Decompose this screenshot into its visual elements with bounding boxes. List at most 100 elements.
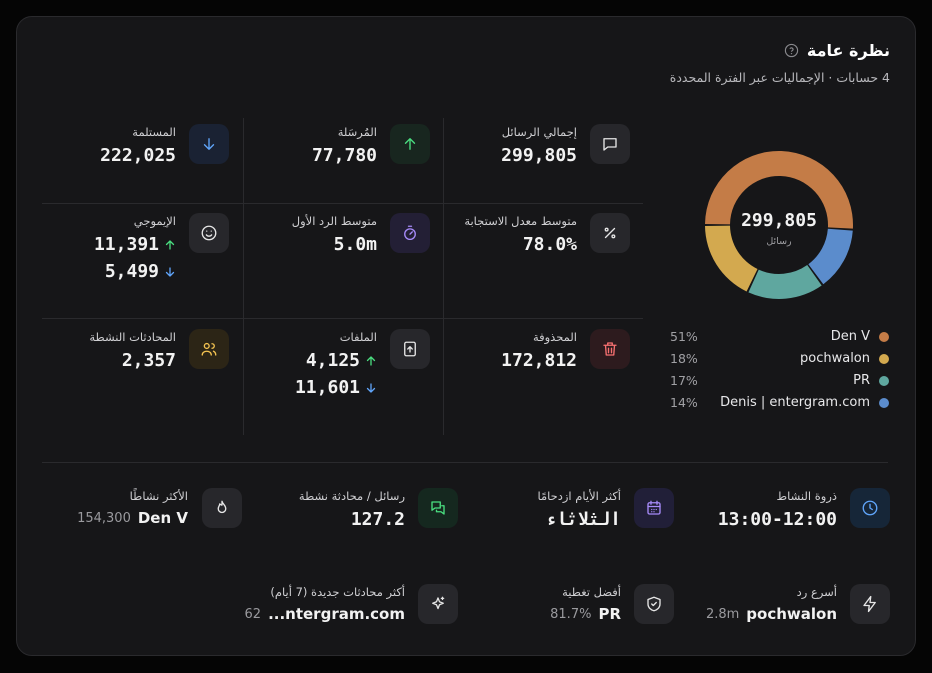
stat-icon — [590, 124, 630, 164]
stat-value: 222,025 — [100, 145, 176, 166]
header: نظرة عامة — [784, 41, 890, 60]
stat-row: 4,125 — [306, 350, 377, 371]
highlight-value: PR — [598, 605, 621, 623]
stat-value: 172,812 — [501, 350, 577, 371]
icon — [863, 595, 876, 613]
donut-chart: 299,805 رسائل — [705, 150, 853, 299]
highlight-icon — [202, 488, 242, 528]
up-arrow — [165, 239, 175, 250]
highlight-value-row: 127.2 — [351, 509, 405, 530]
icon — [217, 500, 227, 514]
highlight-value-row: 2.8m pochwalon — [706, 605, 837, 623]
stat-icon — [590, 213, 630, 253]
highlight-label: أفضل تغطية — [562, 585, 621, 599]
highlight-value-row: 13:00-12:00 — [718, 509, 837, 530]
icon — [432, 596, 445, 610]
divider — [42, 462, 888, 463]
stat-value-down: 5,499 — [104, 261, 159, 282]
highlight-value-row: 154,300 Den V — [77, 509, 188, 527]
highlight-label: أسرع رد — [796, 585, 837, 599]
stat-label: الملفات — [339, 330, 377, 344]
icon — [404, 341, 416, 357]
icon — [862, 500, 878, 516]
highlight-icon — [634, 488, 674, 528]
stat-label: متوسط معدل الاستجابة — [464, 214, 577, 228]
stat-label: إجمالي الرسائل — [501, 125, 577, 139]
highlight-label: أكثر الأيام ازدحامًا — [537, 489, 621, 503]
icon — [404, 225, 416, 241]
icon — [647, 500, 661, 515]
stat-label: المستلمة — [132, 125, 176, 139]
icon — [647, 596, 661, 612]
stat-value: 5.0m — [333, 234, 377, 255]
stat-value-up: 11,391 — [93, 234, 159, 255]
donut-total: 299,805 — [741, 210, 817, 231]
highlight-value: 13:00-12:00 — [717, 509, 837, 530]
donut-segment — [705, 150, 853, 229]
highlight-value-row: 62 ...ntergram.com — [245, 605, 405, 623]
highlight-detail: 154,300 — [77, 510, 131, 526]
stat-icon — [189, 329, 229, 369]
legend-name: PR — [853, 373, 870, 388]
highlight-detail: 62 — [244, 606, 262, 622]
highlight-value: 127.2 — [350, 509, 405, 530]
highlight-icon — [850, 584, 890, 624]
legend-percent: 17% — [670, 373, 698, 388]
icon — [604, 227, 616, 239]
stat-icon — [189, 213, 229, 253]
highlight-value-row: 81.7% PR — [550, 605, 621, 623]
down-arrow — [165, 266, 175, 277]
highlight-label: الأكثر نشاطًا — [129, 489, 188, 503]
down-arrow — [366, 382, 376, 393]
highlight-value: Den V — [137, 509, 188, 527]
stat-label: المحادثات النشطة — [89, 330, 176, 344]
legend-percent: 18% — [670, 351, 698, 366]
highlight-detail: 2.8m — [705, 606, 740, 622]
stat-row: 11,391 — [94, 234, 176, 255]
subtitle: 4 حسابات · الإجماليات عبر الفترة المحددة — [669, 70, 890, 85]
stat-icon — [390, 124, 430, 164]
legend-name: Denis | entergram.com — [720, 395, 870, 410]
icon — [201, 225, 217, 241]
legend-dot — [879, 354, 889, 364]
highlight-icon — [634, 584, 674, 624]
divider — [443, 118, 444, 435]
stat-label: متوسط الرد الأول — [291, 214, 377, 228]
icon — [404, 138, 416, 150]
highlight-label: أكثر محادثات جديدة (7 أيام) — [270, 585, 405, 599]
legend-name: Den V — [830, 329, 870, 344]
legend-name: pochwalon — [800, 351, 870, 366]
stat-label: الإيموجي — [133, 214, 176, 228]
stat-value: 77,780 — [311, 145, 377, 166]
stat-row: 5,499 — [105, 261, 176, 282]
highlight-value: الثلاثاء — [545, 509, 621, 530]
icon — [203, 138, 215, 150]
icon — [603, 138, 617, 151]
donut-segment — [705, 225, 758, 292]
overview-card — [16, 16, 916, 656]
legend-dot — [879, 376, 889, 386]
legend-percent: 51% — [670, 329, 698, 344]
stat-label: المُرسَلة — [337, 125, 377, 139]
up-arrow — [366, 355, 376, 366]
stat-value-up: 4,125 — [305, 350, 360, 371]
icon — [201, 342, 217, 356]
stat-icon — [390, 213, 430, 253]
legend-dot — [879, 332, 889, 342]
stat-value: 2,357 — [121, 350, 176, 371]
help-icon[interactable] — [784, 43, 799, 58]
donut-segment — [808, 228, 853, 285]
legend-percent: 14% — [670, 395, 698, 410]
stat-icon — [590, 329, 630, 369]
stat-value: 78.0% — [522, 234, 577, 255]
highlight-icon — [418, 584, 458, 624]
title: نظرة عامة — [806, 41, 890, 60]
highlight-value-row: الثلاثاء — [545, 509, 621, 530]
highlight-icon — [850, 488, 890, 528]
divider — [42, 203, 643, 204]
icon — [603, 342, 617, 356]
highlight-value: pochwalon — [746, 605, 837, 623]
divider — [243, 118, 244, 435]
donut-segment — [748, 265, 822, 299]
